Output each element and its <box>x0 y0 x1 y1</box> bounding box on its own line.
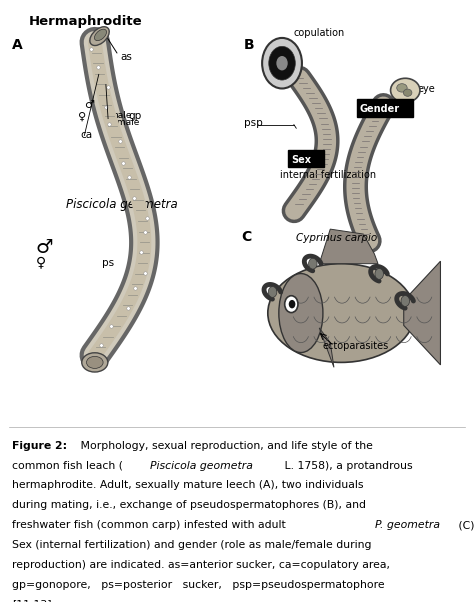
Circle shape <box>309 258 317 269</box>
Ellipse shape <box>94 29 107 41</box>
Text: B: B <box>244 39 255 52</box>
Text: during mating, i.e., exchange of pseudospermatophores (B), and: during mating, i.e., exchange of pseudos… <box>12 500 366 510</box>
Text: ca: ca <box>81 131 93 140</box>
Polygon shape <box>404 261 440 365</box>
Circle shape <box>269 46 295 80</box>
Text: internal fertilization: internal fertilization <box>280 170 376 179</box>
Text: (C).: (C). <box>455 520 474 530</box>
FancyBboxPatch shape <box>288 150 324 167</box>
Ellipse shape <box>391 78 420 102</box>
Polygon shape <box>319 229 378 264</box>
Circle shape <box>401 296 410 306</box>
Circle shape <box>268 287 277 297</box>
Circle shape <box>262 38 302 88</box>
Text: ♀: ♀ <box>36 255 46 269</box>
Text: Cyprinus carpio: Cyprinus carpio <box>296 233 377 243</box>
Text: Hermaphrodite: Hermaphrodite <box>28 15 142 28</box>
Text: Sex (internal fertilization) and gender (role as male/female during: Sex (internal fertilization) and gender … <box>12 540 371 550</box>
Circle shape <box>276 56 288 70</box>
Circle shape <box>289 300 295 308</box>
Ellipse shape <box>82 353 108 372</box>
Text: ps: ps <box>102 258 114 268</box>
Polygon shape <box>319 328 334 367</box>
Text: gp: gp <box>128 111 141 120</box>
Text: male: male <box>109 111 131 120</box>
Ellipse shape <box>279 273 323 353</box>
Circle shape <box>285 296 298 312</box>
Text: ♂: ♂ <box>36 238 53 257</box>
Text: Sex: Sex <box>291 155 311 165</box>
Text: A: A <box>12 39 23 52</box>
Text: C: C <box>242 230 252 244</box>
Text: as: as <box>120 52 132 62</box>
Text: as: as <box>275 43 287 53</box>
Text: [11,13].: [11,13]. <box>12 600 55 602</box>
Text: ectoparasites: ectoparasites <box>322 341 389 351</box>
Ellipse shape <box>90 26 109 46</box>
Text: gp=gonopore,   ps=posterior   sucker,   psp=pseudospermatophore: gp=gonopore, ps=posterior sucker, psp=ps… <box>12 580 384 590</box>
Text: hermaphrodite. Adult, sexually mature leech (A), two individuals: hermaphrodite. Adult, sexually mature le… <box>12 480 364 491</box>
Text: P. geometra: P. geometra <box>375 520 440 530</box>
Text: copulation: copulation <box>294 28 345 38</box>
Text: L. 1758), a protandrous: L. 1758), a protandrous <box>281 461 412 471</box>
Text: ♂: ♂ <box>84 101 94 110</box>
Text: common fish leach (: common fish leach ( <box>12 461 123 471</box>
FancyBboxPatch shape <box>357 99 413 117</box>
Text: Morphology, sexual reproduction, and life style of the: Morphology, sexual reproduction, and lif… <box>77 441 373 451</box>
Text: female: female <box>109 118 140 126</box>
Ellipse shape <box>86 356 103 368</box>
Text: freshwater fish (common carp) infested with adult: freshwater fish (common carp) infested w… <box>12 520 289 530</box>
Ellipse shape <box>268 264 415 362</box>
Text: Figure 2:: Figure 2: <box>12 441 67 451</box>
Ellipse shape <box>397 84 407 92</box>
Text: Gender: Gender <box>359 104 400 114</box>
Text: eye: eye <box>417 84 435 94</box>
Circle shape <box>375 268 383 279</box>
Ellipse shape <box>403 89 412 96</box>
Text: ♀: ♀ <box>78 111 86 121</box>
Text: psp: psp <box>244 119 263 128</box>
Text: reproduction) are indicated. as=anterior sucker, ca=copulatory area,: reproduction) are indicated. as=anterior… <box>12 560 390 570</box>
Text: Piscicola geometra: Piscicola geometra <box>66 197 178 211</box>
Text: Piscicola geometra: Piscicola geometra <box>150 461 253 471</box>
